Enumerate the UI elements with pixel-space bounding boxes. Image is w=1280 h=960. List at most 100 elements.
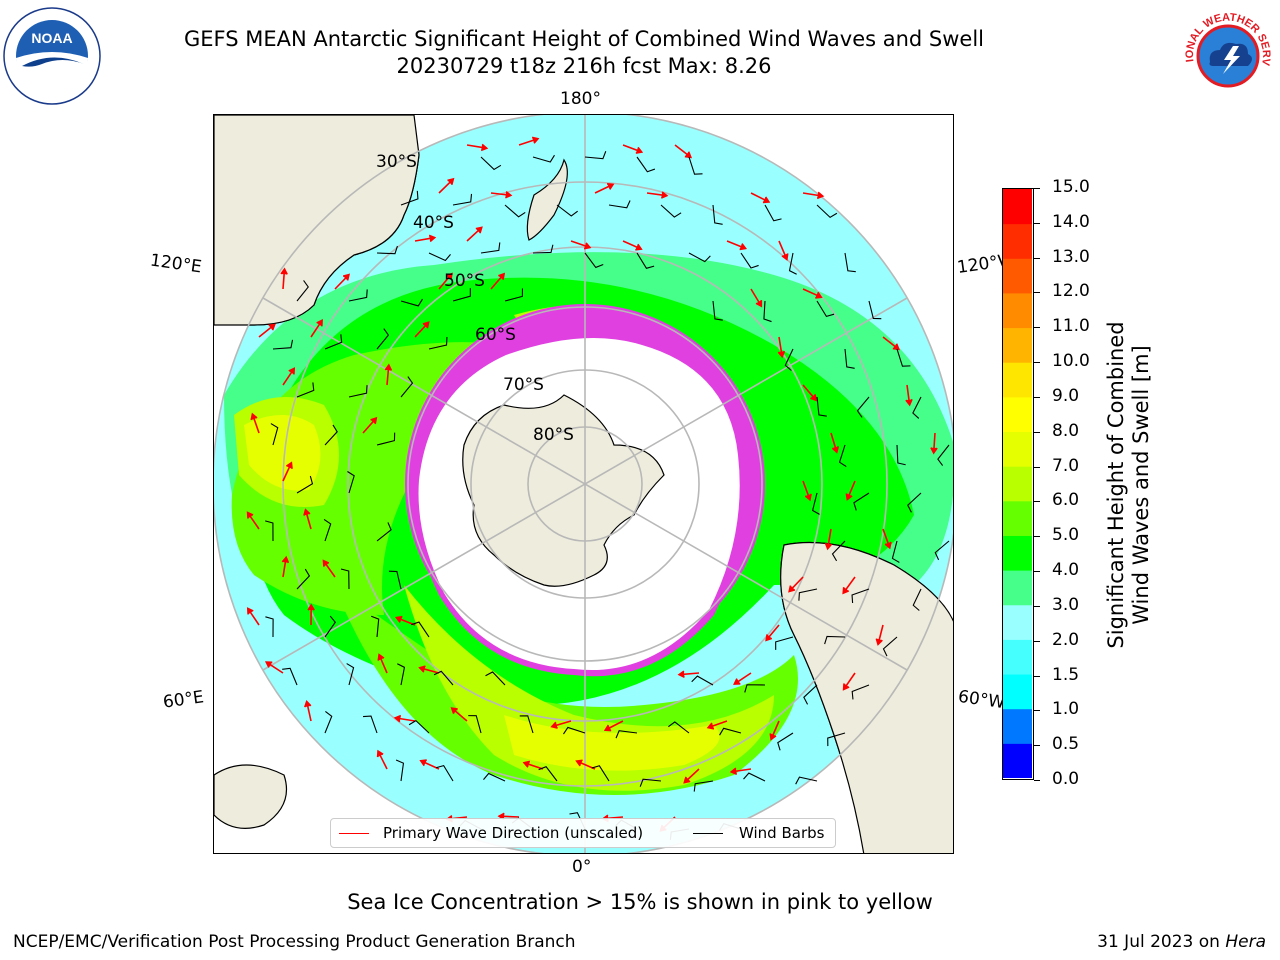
wind-barb bbox=[296, 568, 311, 590]
meridian-label-60e: 60°E bbox=[161, 687, 206, 713]
wave-direction-arrowhead bbox=[316, 319, 323, 327]
wind-barb bbox=[784, 348, 794, 371]
wave-direction-arrowhead bbox=[635, 243, 643, 251]
wind-barb bbox=[408, 719, 430, 734]
wind-barb bbox=[615, 730, 638, 739]
colorbar-bin bbox=[1003, 743, 1032, 778]
wind-barb bbox=[816, 204, 838, 219]
colorbar-bin bbox=[1003, 500, 1032, 536]
wind-barb bbox=[851, 684, 870, 700]
wind-barb bbox=[824, 635, 846, 645]
wind-barb bbox=[764, 204, 782, 222]
wind-barb bbox=[347, 471, 355, 494]
wind-barb bbox=[504, 288, 524, 302]
wave-direction-arrowhead bbox=[264, 661, 273, 668]
sea-ice-note: Sea Ice Concentration > 15% is shown in … bbox=[347, 890, 933, 914]
latitude-label-30s: 30°S bbox=[376, 152, 417, 172]
wind-barb bbox=[376, 328, 390, 350]
polar-map[interactable] bbox=[214, 115, 954, 854]
colorbar-tick-label: 12.0 bbox=[1052, 281, 1090, 302]
wave-direction-arrowhead bbox=[522, 760, 531, 768]
wave-direction-swatch bbox=[339, 833, 369, 834]
wind-barb bbox=[934, 540, 950, 561]
wind-barb bbox=[744, 684, 766, 693]
colorbar-tick-mark bbox=[1034, 675, 1040, 677]
meridian-label-120e: 120°E bbox=[148, 250, 203, 278]
wave-direction-arrowhead bbox=[892, 343, 900, 351]
wave-direction-arrowhead bbox=[765, 634, 773, 642]
colorbar-bin bbox=[1003, 708, 1032, 744]
wave-direction-arrowhead bbox=[575, 759, 583, 767]
wind-barb bbox=[591, 765, 610, 782]
wind-barb bbox=[688, 156, 703, 175]
wind-barb bbox=[324, 334, 343, 350]
wave-direction-arrowhead bbox=[755, 300, 763, 308]
wind-barb bbox=[688, 252, 711, 263]
wave-direction-arrowhead bbox=[733, 678, 741, 685]
map-panel[interactable] bbox=[213, 114, 954, 854]
wind-barb bbox=[388, 570, 402, 590]
wind-barb bbox=[348, 289, 368, 302]
meridian-label-180: 180° bbox=[560, 89, 601, 109]
colorbar-bin bbox=[1003, 570, 1032, 606]
legend-wave-direction-label: Primary Wave Direction (unscaled) bbox=[383, 824, 644, 842]
colorbar-tick-mark bbox=[1034, 188, 1040, 189]
wind-barb bbox=[395, 759, 405, 782]
wave-direction-arrowhead bbox=[447, 177, 455, 186]
latitude-label-50s: 50°S bbox=[444, 271, 485, 291]
wind-barb bbox=[452, 193, 473, 206]
wind-barb bbox=[324, 615, 336, 638]
colorbar-bin bbox=[1003, 639, 1032, 675]
wind-barb bbox=[691, 675, 714, 686]
wave-direction-arrowhead bbox=[824, 542, 833, 551]
wave-direction-arrowhead bbox=[769, 733, 777, 741]
wind-barb bbox=[504, 204, 526, 218]
wind-barb bbox=[411, 621, 430, 638]
wave-direction-arrowhead bbox=[729, 767, 738, 775]
colorbar-tick-mark bbox=[1034, 745, 1040, 747]
colorbar-tick-label: 8.0 bbox=[1052, 420, 1080, 441]
wave-direction-arrowhead bbox=[739, 243, 748, 251]
colorbar-tick-label: 14.0 bbox=[1052, 211, 1090, 232]
wind-barb bbox=[584, 252, 604, 269]
wave-direction-arrowhead bbox=[307, 603, 315, 611]
colorbar-bin bbox=[1003, 258, 1032, 294]
wave-direction-arrowhead bbox=[419, 759, 427, 767]
wave-direction-arrowhead bbox=[683, 776, 691, 784]
map-legend: Primary Wave Direction (unscaled) Wind B… bbox=[330, 818, 836, 848]
legend-wind-barbs-label: Wind Barbs bbox=[739, 824, 825, 842]
wind-barb bbox=[811, 492, 820, 515]
colorbar-tick-label: 1.0 bbox=[1052, 699, 1080, 720]
wind-barb bbox=[483, 772, 506, 782]
colorbar-tick-label: 3.0 bbox=[1052, 594, 1080, 615]
wave-direction-arrowhead bbox=[684, 151, 693, 159]
colorbar-tick-mark bbox=[1034, 222, 1040, 224]
wave-direction-arrowhead bbox=[246, 511, 254, 519]
wind-barb bbox=[282, 667, 298, 686]
wave-direction-arrowhead bbox=[377, 653, 385, 661]
svg-text:NOAA: NOAA bbox=[31, 30, 72, 46]
colorbar-bin bbox=[1003, 189, 1032, 225]
wave-direction-arrowhead bbox=[376, 749, 384, 758]
wind-barb bbox=[907, 492, 922, 513]
colorbar-bin bbox=[1003, 327, 1032, 363]
wave-direction-arrowhead bbox=[370, 416, 378, 425]
wind-barb bbox=[803, 684, 818, 705]
wind-barb bbox=[608, 200, 631, 209]
wave-direction-arrowhead bbox=[781, 253, 789, 261]
colorbar-tick-mark bbox=[1034, 605, 1040, 607]
wave-direction-arrowhead bbox=[816, 191, 825, 200]
wave-direction-arrowhead bbox=[285, 461, 293, 469]
colorbar bbox=[1002, 188, 1034, 780]
wave-direction-arrowhead bbox=[322, 559, 330, 567]
map-subtitle: 20230729 t18z 216h fcst Max: 8.26 bbox=[396, 54, 772, 78]
wind-barb bbox=[538, 766, 558, 782]
wave-direction-arrowhead bbox=[250, 412, 258, 421]
wind-barb bbox=[346, 663, 355, 686]
wind-barb bbox=[636, 156, 656, 173]
colorbar-tick-label: 1.5 bbox=[1052, 664, 1080, 685]
wave-direction-arrowhead bbox=[845, 493, 853, 501]
wind-barb bbox=[340, 568, 350, 590]
wave-direction-arrowhead bbox=[505, 191, 513, 199]
wind-barb bbox=[896, 348, 911, 367]
